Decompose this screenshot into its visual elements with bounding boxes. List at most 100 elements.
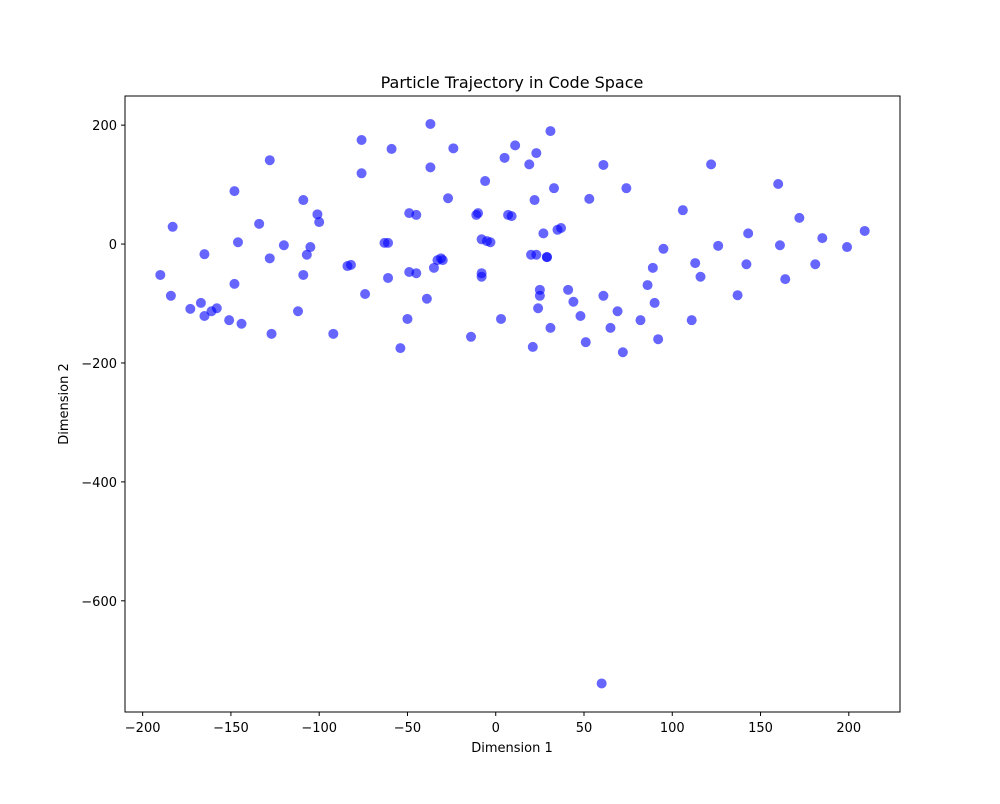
x-tick-label: 0	[492, 721, 500, 736]
point	[485, 237, 496, 248]
plot-frame	[124, 95, 901, 713]
point	[437, 255, 448, 266]
point	[842, 242, 853, 253]
point	[356, 135, 367, 145]
y-tick-label: −400	[81, 476, 117, 491]
point	[473, 208, 484, 219]
point	[743, 228, 754, 239]
point	[224, 315, 235, 326]
point	[185, 303, 196, 314]
point	[531, 148, 542, 159]
point	[774, 240, 785, 251]
point	[658, 243, 669, 254]
point	[425, 118, 436, 129]
point	[232, 237, 243, 248]
point	[195, 297, 206, 308]
point	[298, 195, 309, 206]
point	[780, 274, 791, 285]
point	[617, 347, 628, 358]
y-tick-label: 200	[92, 119, 117, 134]
point	[229, 278, 240, 289]
point	[496, 313, 507, 324]
point	[706, 159, 717, 170]
point	[580, 337, 591, 348]
y-tick-label: −600	[81, 595, 117, 610]
point	[264, 253, 275, 264]
point	[545, 126, 556, 137]
point	[199, 249, 210, 260]
point	[529, 195, 540, 206]
point	[541, 252, 552, 263]
point	[534, 290, 545, 301]
point	[266, 328, 277, 339]
point	[524, 159, 535, 170]
point	[859, 225, 870, 236]
point	[411, 268, 422, 279]
point	[499, 152, 510, 163]
point	[605, 322, 616, 333]
point	[312, 209, 323, 220]
point	[533, 303, 544, 314]
point	[425, 162, 436, 173]
point	[254, 218, 265, 229]
x-tick-label: 100	[660, 721, 685, 736]
x-tick-label: 50	[576, 721, 593, 736]
point	[642, 280, 653, 291]
point	[510, 140, 521, 151]
x-axis-label: Dimension 1	[471, 741, 553, 756]
point	[165, 290, 176, 301]
point	[653, 334, 664, 345]
point	[548, 183, 559, 194]
point	[690, 258, 701, 269]
point	[773, 179, 784, 189]
point	[556, 223, 567, 233]
x-tick-label: −150	[213, 721, 249, 736]
point	[386, 143, 397, 154]
point	[264, 155, 275, 166]
point	[598, 159, 609, 170]
point	[448, 143, 459, 154]
point	[531, 249, 542, 260]
x-tick-label: 150	[748, 721, 773, 736]
x-tick-label: 200	[836, 721, 861, 736]
point	[817, 233, 828, 244]
point	[421, 293, 432, 304]
point	[360, 289, 371, 299]
point	[732, 290, 743, 301]
point	[621, 183, 632, 194]
point	[575, 311, 586, 321]
point	[545, 322, 556, 333]
point	[443, 193, 454, 204]
y-tick-label: −200	[81, 357, 117, 372]
point	[298, 269, 309, 280]
point	[383, 272, 394, 283]
point	[677, 205, 688, 216]
point	[167, 221, 178, 232]
point	[278, 240, 289, 251]
point	[229, 186, 240, 197]
point	[794, 212, 805, 223]
point	[383, 237, 394, 248]
chart-title: Particle Trajectory in Code Space	[381, 73, 644, 92]
point	[538, 228, 549, 239]
point	[568, 296, 579, 307]
x-tick-label: −100	[301, 721, 337, 736]
point	[411, 209, 422, 220]
point	[466, 331, 477, 342]
point	[649, 297, 660, 308]
point	[345, 259, 356, 270]
point	[211, 303, 222, 314]
point	[612, 306, 623, 317]
point	[713, 240, 724, 251]
point	[810, 259, 821, 270]
point	[301, 249, 312, 260]
point	[236, 318, 247, 329]
point	[293, 306, 304, 317]
point	[402, 313, 413, 324]
point	[480, 176, 491, 187]
point	[686, 315, 697, 326]
x-tick-label: −200	[125, 721, 161, 736]
point	[314, 217, 325, 228]
